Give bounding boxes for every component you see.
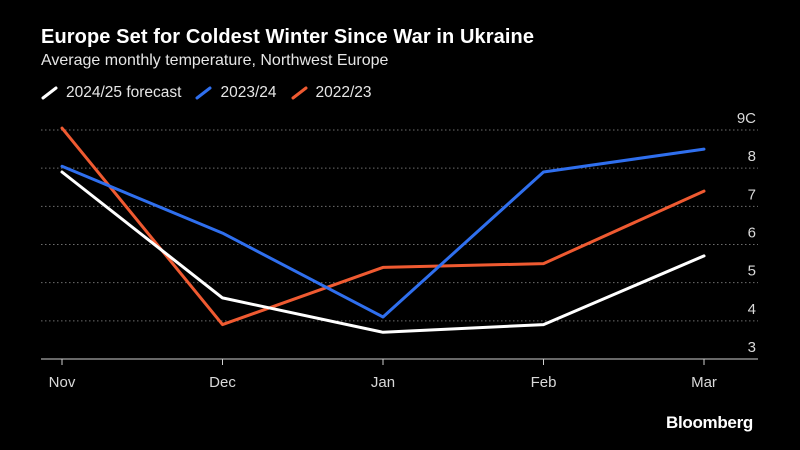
legend-swatch-2023-24 bbox=[195, 86, 212, 100]
legend-item-2024-25: 2024/25 forecast bbox=[41, 84, 181, 102]
chart-subtitle: Average monthly temperature, Northwest E… bbox=[41, 52, 389, 69]
legend-label-2023-24: 2023/24 bbox=[220, 84, 277, 101]
bloomberg-logo: Bloomberg bbox=[665, 413, 753, 432]
legend-swatch-2024-25 bbox=[41, 86, 58, 100]
x-tick-label-jan: Jan bbox=[371, 374, 395, 391]
legend-item-2023-24: 2023/24 bbox=[195, 84, 277, 102]
x-tick-label-mar: Mar bbox=[691, 374, 717, 391]
y-tick-label-7: 7 bbox=[748, 186, 756, 203]
y-tick-label-4: 4 bbox=[748, 301, 756, 318]
series-line-2023-24 bbox=[60, 147, 706, 319]
legend-label-2024-25: 2024/25 forecast bbox=[66, 84, 182, 101]
y-tick-label-9: 9C bbox=[737, 110, 756, 127]
y-tick-label-5: 5 bbox=[748, 263, 756, 280]
legend-item-2022-23: 2022/23 bbox=[291, 84, 372, 102]
x-tick-label-feb: Feb bbox=[531, 374, 557, 391]
series-line-2024-25-forecast bbox=[60, 170, 706, 334]
x-tick-label-nov: Nov bbox=[49, 374, 76, 391]
legend-label-2022-23: 2022/23 bbox=[315, 84, 372, 101]
y-tick-label-3: 3 bbox=[748, 339, 756, 356]
chart-legend: 2024/25 forecast 2023/24 2022/23 bbox=[41, 84, 386, 102]
series-line-2022-23 bbox=[60, 126, 706, 327]
chart-title: Europe Set for Coldest Winter Since War … bbox=[41, 26, 535, 48]
legend-swatch-2022-23 bbox=[291, 86, 308, 100]
y-tick-label-8: 8 bbox=[748, 148, 756, 165]
x-tick-label-dec: Dec bbox=[209, 374, 236, 391]
y-tick-label-6: 6 bbox=[748, 225, 756, 242]
